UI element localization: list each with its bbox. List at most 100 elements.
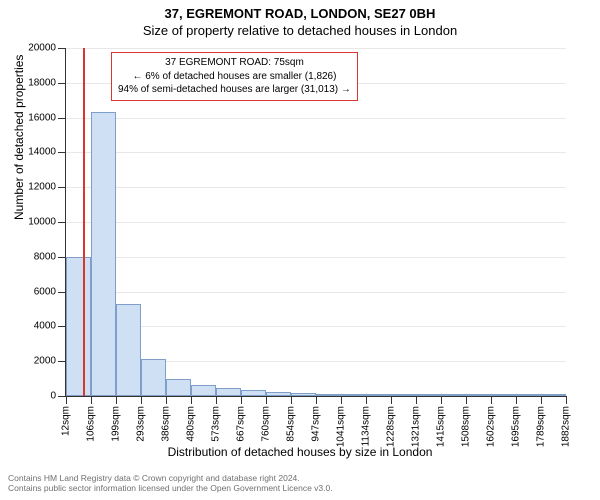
info-line-3: 94% of semi-detached houses are larger (… <box>118 83 351 97</box>
histogram-bar <box>316 394 341 396</box>
x-tick-label: 947sqm <box>311 406 322 442</box>
y-tick-label: 16000 <box>28 112 56 123</box>
y-tick <box>58 48 66 49</box>
y-tick-label: 12000 <box>28 182 56 193</box>
x-tick-label: 1602sqm <box>486 406 497 447</box>
histogram-bar <box>66 257 91 396</box>
x-tick <box>191 396 192 404</box>
histogram-bar <box>391 394 416 396</box>
histogram-bar <box>441 394 466 396</box>
y-tick <box>58 222 66 223</box>
x-tick <box>216 396 217 404</box>
histogram-bar <box>116 304 141 396</box>
page-title: 37, EGREMONT ROAD, LONDON, SE27 0BH <box>0 0 600 21</box>
x-tick-label: 12sqm <box>61 406 72 436</box>
x-tick <box>166 396 167 404</box>
x-tick-label: 1789sqm <box>536 406 547 447</box>
histogram-bar <box>166 379 191 396</box>
histogram-bar <box>141 359 166 396</box>
y-axis-title: Number of detached properties <box>12 55 26 220</box>
grid-line <box>66 152 566 153</box>
grid-line <box>66 292 566 293</box>
grid-line <box>66 326 566 327</box>
x-tick <box>266 396 267 404</box>
y-tick-label: 8000 <box>34 251 56 262</box>
x-tick <box>541 396 542 404</box>
y-tick-label: 20000 <box>28 43 56 54</box>
x-tick <box>116 396 117 404</box>
y-tick <box>58 152 66 153</box>
grid-line <box>66 48 566 49</box>
y-tick-label: 18000 <box>28 77 56 88</box>
x-tick <box>416 396 417 404</box>
x-tick-label: 854sqm <box>286 406 297 442</box>
page-subtitle: Size of property relative to detached ho… <box>0 23 600 38</box>
histogram-bar <box>216 388 241 396</box>
y-tick <box>58 118 66 119</box>
x-tick-label: 667sqm <box>236 406 247 442</box>
x-tick <box>341 396 342 404</box>
grid-line <box>66 187 566 188</box>
x-tick <box>91 396 92 404</box>
footer-line-1: Contains HM Land Registry data © Crown c… <box>8 473 333 484</box>
y-tick <box>58 361 66 362</box>
y-tick-label: 2000 <box>34 356 56 367</box>
histogram-bar <box>516 394 541 396</box>
x-axis-title: Distribution of detached houses by size … <box>0 445 600 459</box>
x-tick-label: 106sqm <box>86 406 97 442</box>
footer-line-2: Contains public sector information licen… <box>8 483 333 494</box>
y-tick <box>58 83 66 84</box>
x-tick <box>491 396 492 404</box>
x-tick <box>466 396 467 404</box>
y-tick-label: 6000 <box>34 286 56 297</box>
histogram-bar <box>466 394 491 396</box>
histogram-plot: 0200040006000800010000120001400016000180… <box>65 48 566 397</box>
y-tick <box>58 257 66 258</box>
info-line-2: ← 6% of detached houses are smaller (1,8… <box>118 70 351 84</box>
histogram-bar <box>491 394 516 396</box>
x-tick <box>566 396 567 404</box>
x-tick-label: 1321sqm <box>411 406 422 447</box>
x-tick <box>291 396 292 404</box>
x-tick-label: 573sqm <box>211 406 222 442</box>
x-tick-label: 760sqm <box>261 406 272 442</box>
marker-info-box: 37 EGREMONT ROAD: 75sqm ← 6% of detached… <box>111 52 358 101</box>
x-tick <box>441 396 442 404</box>
x-tick <box>241 396 242 404</box>
x-tick-label: 1228sqm <box>386 406 397 447</box>
footer-attribution: Contains HM Land Registry data © Crown c… <box>8 473 333 494</box>
x-tick <box>366 396 367 404</box>
info-line-1: 37 EGREMONT ROAD: 75sqm <box>118 56 351 70</box>
x-tick-label: 480sqm <box>186 406 197 442</box>
y-tick <box>58 292 66 293</box>
histogram-bar <box>341 394 366 396</box>
chart-container: 37, EGREMONT ROAD, LONDON, SE27 0BH Size… <box>0 0 600 500</box>
histogram-bar <box>191 385 216 396</box>
y-tick-label: 0 <box>50 391 56 402</box>
histogram-bar <box>291 393 316 396</box>
histogram-bar <box>241 390 266 396</box>
x-tick-label: 1695sqm <box>511 406 522 447</box>
x-tick-label: 1415sqm <box>436 406 447 447</box>
y-tick <box>58 326 66 327</box>
grid-line <box>66 257 566 258</box>
x-tick <box>141 396 142 404</box>
histogram-bar <box>416 394 441 396</box>
y-tick-label: 10000 <box>28 217 56 228</box>
x-tick <box>516 396 517 404</box>
x-tick-label: 293sqm <box>136 406 147 442</box>
x-tick <box>391 396 392 404</box>
histogram-bar <box>541 394 566 396</box>
x-tick-label: 1882sqm <box>561 406 572 447</box>
y-tick <box>58 396 66 397</box>
x-tick-label: 199sqm <box>111 406 122 442</box>
property-marker-line <box>83 48 85 396</box>
x-tick-label: 1508sqm <box>461 406 472 447</box>
histogram-bar <box>91 112 116 396</box>
y-tick-label: 14000 <box>28 147 56 158</box>
grid-line <box>66 118 566 119</box>
x-tick-label: 386sqm <box>161 406 172 442</box>
x-tick <box>66 396 67 404</box>
y-tick-label: 4000 <box>34 321 56 332</box>
grid-line <box>66 222 566 223</box>
